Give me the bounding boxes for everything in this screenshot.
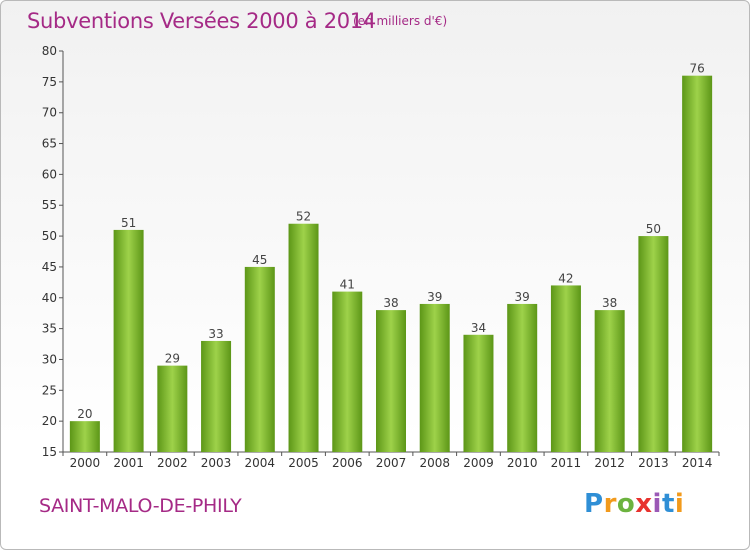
y-tick-label: 75 xyxy=(42,75,57,89)
data-label: 38 xyxy=(383,296,398,310)
bar-2009 xyxy=(463,334,494,452)
x-tick-label: 2003 xyxy=(201,456,232,470)
brand-logo: Proxiti xyxy=(584,489,684,519)
commune-name: SAINT-MALO-DE-PHILY xyxy=(39,495,242,517)
brand-letter: r xyxy=(603,489,617,519)
y-tick-label: 35 xyxy=(42,322,57,336)
x-tick-label: 2007 xyxy=(376,456,407,470)
bar-2013 xyxy=(638,236,669,452)
data-label: 20 xyxy=(77,407,92,421)
bar-2002 xyxy=(157,365,188,452)
x-tick-label: 2000 xyxy=(70,456,101,470)
chart-title: Subventions Versées 2000 à 2014 xyxy=(27,9,376,33)
data-label: 50 xyxy=(646,222,661,236)
data-label: 41 xyxy=(340,278,355,292)
brand-letter: i xyxy=(674,489,685,519)
bar-2007 xyxy=(376,310,406,452)
y-tick-label: 30 xyxy=(42,352,57,366)
y-tick-label: 60 xyxy=(42,167,57,181)
bar-2010 xyxy=(507,303,538,452)
y-tick-label: 45 xyxy=(42,260,57,274)
y-tick-label: 65 xyxy=(42,137,57,151)
data-label: 39 xyxy=(515,290,530,304)
chart-axes: 15 20 25 30 35 40 45 50 55 60 65 70 75 80 xyxy=(42,44,720,459)
x-tick-label: 2006 xyxy=(332,456,363,470)
data-label: 34 xyxy=(471,321,486,335)
bar-2011 xyxy=(550,285,581,452)
bar-2014 xyxy=(682,75,713,452)
x-tick-label: 2001 xyxy=(113,456,144,470)
y-tick-label: 70 xyxy=(42,106,57,120)
y-tick-label: 50 xyxy=(42,229,57,243)
data-label: 29 xyxy=(165,352,180,366)
y-tick-label: 55 xyxy=(42,198,57,212)
x-tick-label: 2012 xyxy=(594,456,625,470)
x-tick-label: 2011 xyxy=(551,456,582,470)
brand-letter: i xyxy=(652,489,662,519)
x-tick-label: 2010 xyxy=(507,456,538,470)
bar-2008 xyxy=(419,303,450,452)
y-tick-label: 15 xyxy=(42,445,57,459)
brand-letter: x xyxy=(635,489,653,519)
y-tick-label: 40 xyxy=(42,291,57,305)
chart-bars xyxy=(69,75,713,452)
data-label: 42 xyxy=(558,271,573,285)
brand-letter: t xyxy=(661,489,675,519)
data-label: 45 xyxy=(252,253,267,267)
data-label: 39 xyxy=(427,290,442,304)
bar-2001 xyxy=(113,229,144,452)
bar-2006 xyxy=(332,291,363,452)
x-tick-label: 2002 xyxy=(157,456,188,470)
y-tick-label: 20 xyxy=(42,414,57,428)
brand-letter: o xyxy=(616,489,636,519)
y-tick-label: 25 xyxy=(42,383,57,397)
x-tick-label: 2009 xyxy=(463,456,494,470)
data-label: 38 xyxy=(602,296,617,310)
y-tick-label: 80 xyxy=(42,44,57,58)
x-tick-label: 2004 xyxy=(245,456,276,470)
chart-subtitle: (en milliers d'€) xyxy=(353,14,448,28)
x-tick-label: 2013 xyxy=(638,456,669,470)
x-tick-label: 2005 xyxy=(288,456,319,470)
brand-letter: P xyxy=(584,489,604,519)
bar-2012 xyxy=(594,310,625,452)
bar-2000 xyxy=(69,421,100,452)
x-tick-label: 2008 xyxy=(419,456,450,470)
chart-labels: 2000 20 2001 51 2002 29 2003 33 2004 45 2005 52 2006… xyxy=(70,62,713,470)
data-label: 51 xyxy=(121,216,136,230)
bar-2005 xyxy=(288,223,319,452)
bar-2004 xyxy=(244,266,275,452)
bar-2003 xyxy=(201,340,232,452)
data-label: 52 xyxy=(296,210,311,224)
data-label: 76 xyxy=(689,62,704,76)
x-tick-label: 2014 xyxy=(682,456,713,470)
data-label: 33 xyxy=(208,327,223,341)
